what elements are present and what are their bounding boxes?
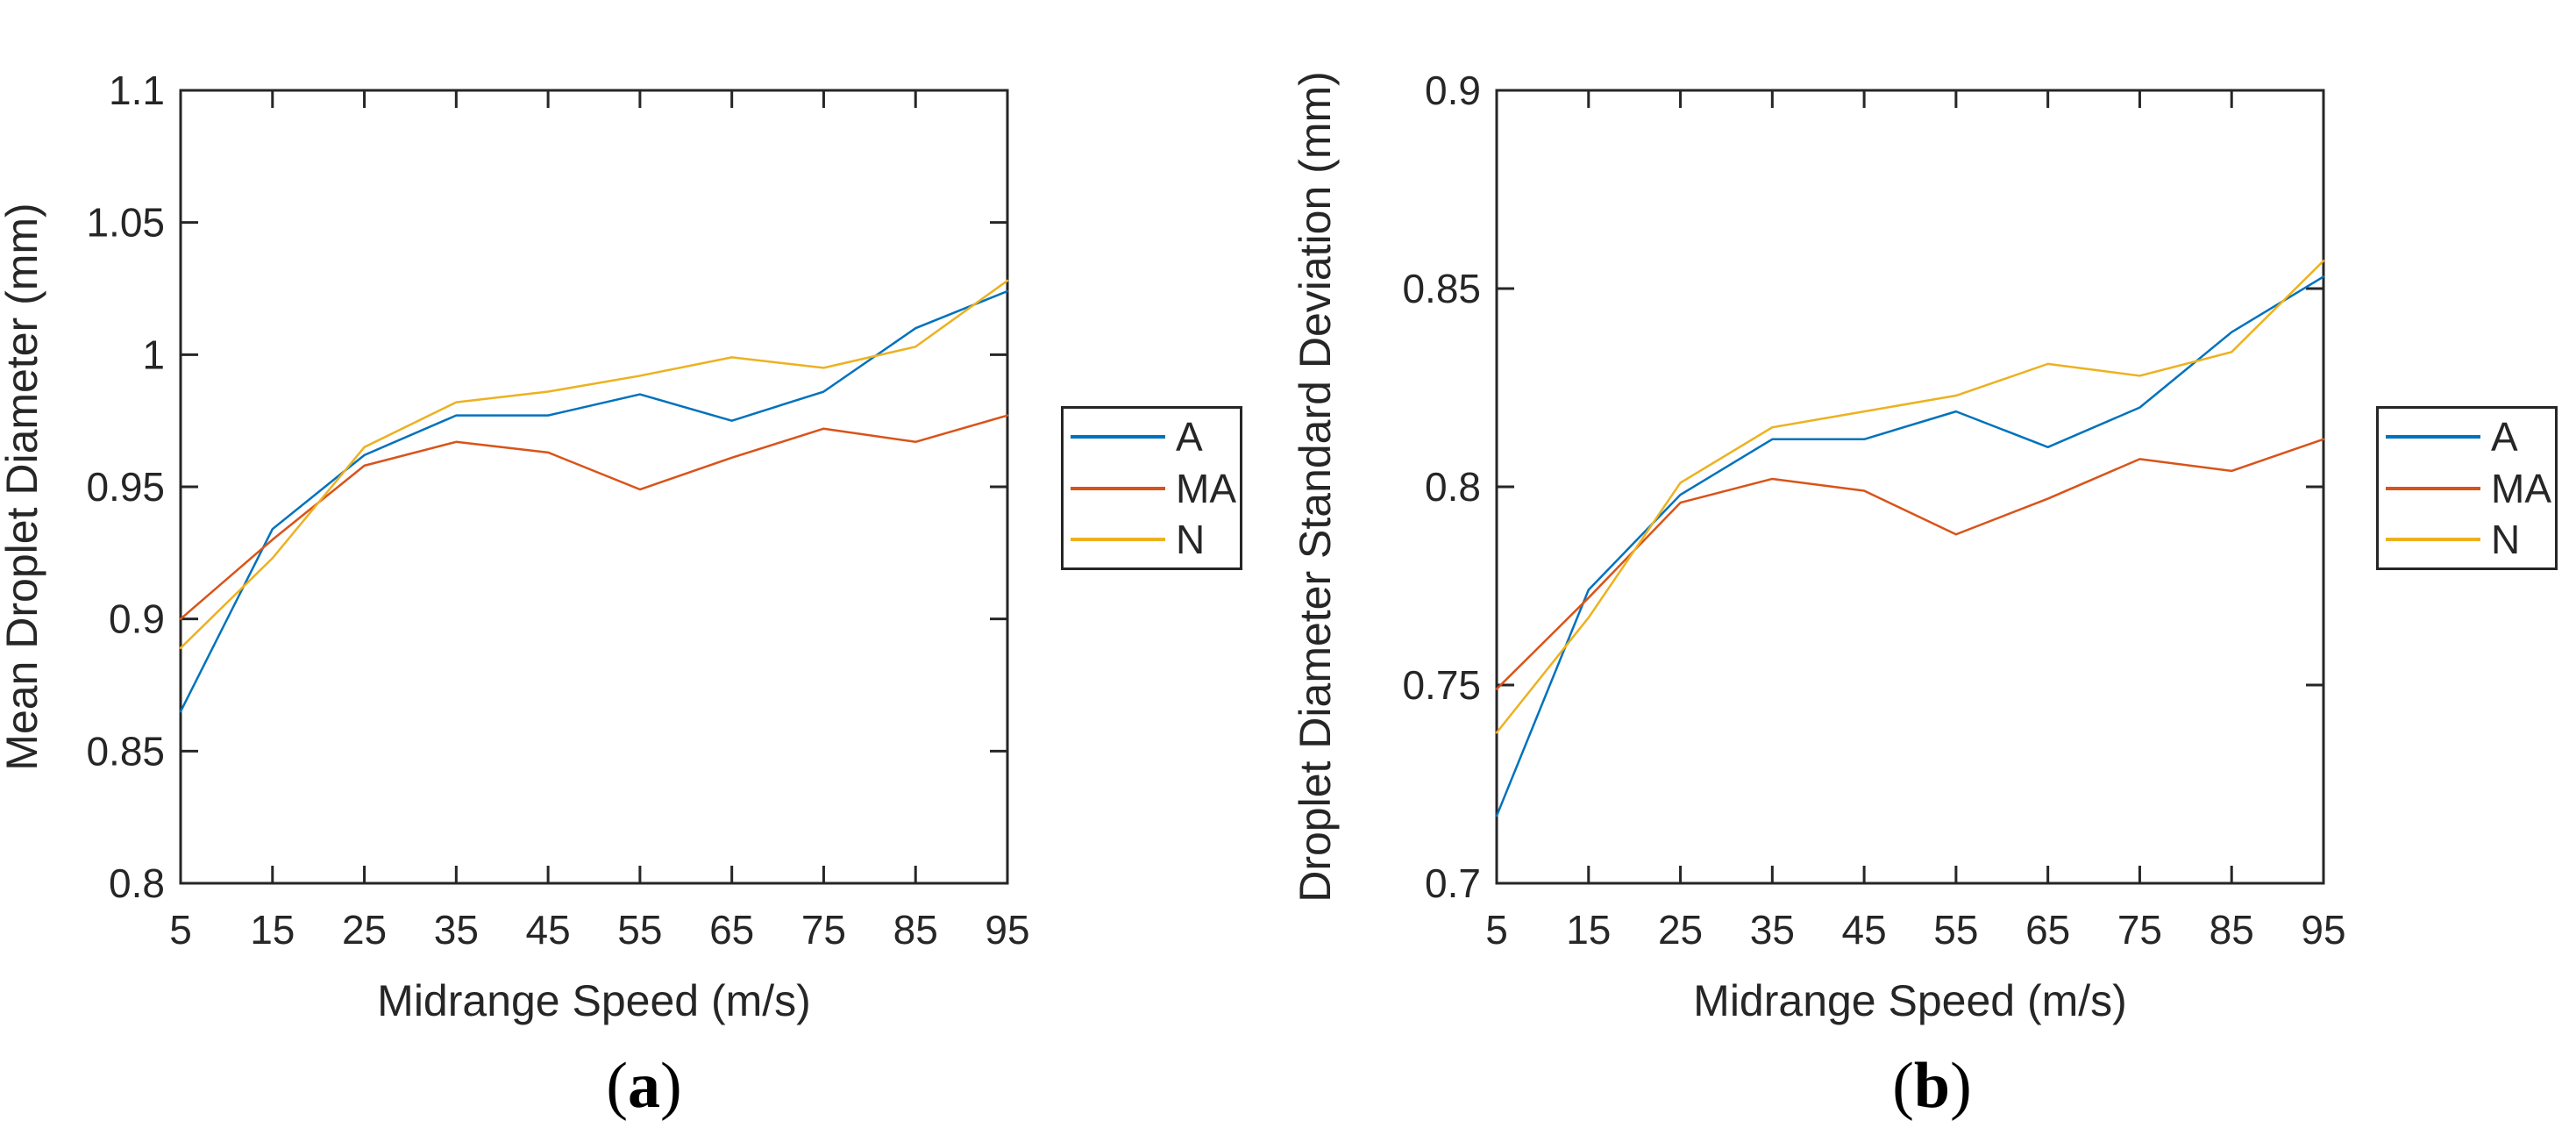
x-tick-label: 5 [1485,907,1508,953]
y-tick-label: 0.95 [86,464,165,510]
legend-line-sample [1071,486,1165,490]
chart-b-caption: (b) [1288,1049,2576,1124]
plot-box [179,89,1009,885]
y-tick-label: 1.05 [86,200,165,246]
x-tick-label: 5 [169,907,192,953]
x-tick-label: 75 [801,907,846,953]
y-tick-label: 0.7 [1425,860,1481,906]
legend-entry-label: MA [1176,465,1236,511]
subfigure-b: 5 15 25 35 45 55 65 75 85 95 0.7 0.75 0.8 0.85 0.9 Midr… [1288,0,2576,1142]
x-axis-label: Midrange Speed (m/s) [377,976,811,1025]
legend-entry-label: A [2491,414,2518,460]
chart-a-caption: (a) [0,1049,1288,1124]
x-tick-label: 45 [1842,907,1887,953]
y-tick-label: 0.75 [1402,662,1481,708]
y-tick-label: 0.85 [86,728,165,774]
y-tick-label: 0.85 [1402,266,1481,311]
plot-box [1495,89,2325,885]
series-line-N [179,279,1009,650]
y-tick-label: 1.1 [109,68,165,113]
legend-entry-label: N [1176,516,1206,562]
series-line-MA [179,414,1009,620]
y-tick-label: 1 [142,332,165,377]
legend-entry-label: MA [2491,465,2551,511]
legend-line-sample [1071,435,1165,439]
legend-entry: N [2379,515,2555,564]
chart-a-legend: A MA N [1061,406,1242,570]
y-tick-label: 0.8 [109,860,165,906]
x-tick-label: 85 [893,907,938,953]
x-axis-label: Midrange Speed (m/s) [1693,976,2127,1025]
caption-paren-open: ( [606,1050,628,1122]
legend-entry: A [1064,412,1240,461]
x-tick-label: 25 [342,907,387,953]
x-tick-label: 35 [434,907,479,953]
legend-line-sample [1071,537,1165,541]
legend-line-sample [2386,435,2480,439]
series-line-A [1495,275,2325,817]
chart-a-plot: 5 15 25 35 45 55 65 75 85 95 0.8 0.85 0.9 0.95 1 1.05 1.… [0,68,1030,1025]
x-tick-label: 85 [2210,907,2254,953]
series-line-MA [1495,438,2325,690]
x-tick-label: 45 [526,907,571,953]
caption-letter: a [628,1050,660,1122]
y-axis-label: Droplet Diameter Standard Deviation (mm) [1291,71,1340,903]
y-tick-label: 0.9 [109,596,165,642]
x-tick-label: 15 [250,907,295,953]
x-tick-label: 65 [709,907,754,953]
caption-paren-close: ) [660,1050,682,1122]
caption-paren-open: ( [1892,1050,1914,1122]
legend-entry: MA [1064,464,1240,513]
legend-line-sample [2386,486,2480,490]
chart-b-legend: A MA N [2376,406,2558,570]
x-tick-label: 95 [985,907,1029,953]
series-line-A [179,289,1009,713]
legend-entry-label: N [2491,516,2521,562]
legend-entry: MA [2379,464,2555,513]
caption-paren-close: ) [1950,1050,1972,1122]
series-line-N [1495,260,2325,734]
legend-entry-label: A [1176,414,1203,460]
x-tick-label: 95 [2301,907,2345,953]
legend-entry: A [2379,412,2555,461]
x-tick-label: 35 [1750,907,1795,953]
x-tick-label: 55 [1933,907,1978,953]
y-tick-label: 0.9 [1425,68,1481,113]
legend-entry: N [1064,515,1240,564]
x-tick-label: 65 [2025,907,2070,953]
legend-line-sample [2386,537,2480,541]
x-tick-label: 55 [617,907,662,953]
chart-b-plot: 5 15 25 35 45 55 65 75 85 95 0.7 0.75 0.8 0.85 0.9 Midr… [1291,68,2346,1025]
subfigure-a: 5 15 25 35 45 55 65 75 85 95 0.8 0.85 0.9 0.95 1 1.05 1.… [0,68,1288,1124]
y-tick-label: 0.8 [1425,464,1481,510]
caption-letter: b [1913,1050,1951,1122]
x-tick-label: 25 [1658,907,1703,953]
x-tick-label: 75 [2117,907,2162,953]
x-tick-label: 15 [1566,907,1611,953]
y-axis-label: Mean Droplet Diameter (mm) [0,203,46,770]
